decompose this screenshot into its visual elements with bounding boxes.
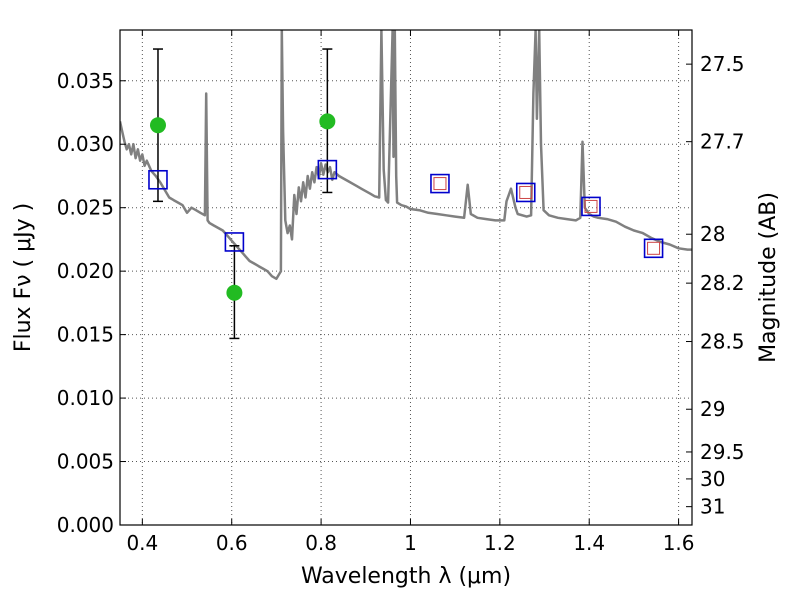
x-axis-label: Wavelength λ (μm) [301,564,511,589]
x-tick-label: 1.6 [663,531,695,555]
y2-tick-label: 28 [700,222,725,246]
y2-tick-label: 30 [700,467,725,491]
plot-layer [120,30,692,340]
model-inner-box [647,241,661,255]
y-tick-label: 0.020 [57,259,114,283]
y-tick-label: 0.025 [57,196,114,220]
model-inner-box [584,199,598,213]
model-box [430,173,450,194]
observed-point [149,117,166,134]
y2-tick-label: 28.5 [700,330,745,354]
y-tick-label: 0.010 [57,386,114,410]
y2-tick-label: 27.7 [700,130,745,154]
y2-axis-label: Magnitude (AB) [756,192,781,363]
model-box [317,159,338,180]
observed-point [226,284,243,301]
model-box [515,182,536,203]
x-tick-label: 0.4 [126,531,158,555]
x-tick-label: 0.8 [305,531,337,555]
plot-frame [119,29,693,526]
x-tick-label: 1 [404,531,417,555]
y2-tick-label: 27.5 [700,52,745,76]
y2-tick-label: 29 [700,397,725,421]
observed-point [319,113,336,130]
model-inner-box [433,177,447,191]
tick-layer: 0.4 0.6 0.8 1 1.2 1.4 1.6 0.000 0.005 0.010 0.015 0… [57,30,745,555]
x-tick-label: 0.6 [216,531,248,555]
y-tick-label: 0.015 [57,323,114,347]
model-box [224,232,245,252]
x-tick-label: 1.2 [484,531,516,555]
y2-tick-label: 31 [700,495,725,519]
model-box [643,238,664,259]
model-box [581,196,601,217]
y-tick-label: 0.035 [57,69,114,93]
y-tick-label: 0.005 [57,450,114,474]
spectrum-line [120,30,692,281]
y-tick-label: 0.000 [57,513,114,537]
model-box [148,169,168,190]
x-tick-label: 1.4 [573,531,605,555]
y-axis-label: Flux Fν ( μJy ) [11,203,36,352]
y2-tick-label: 28.2 [700,271,745,295]
model-inner-box [519,185,533,199]
y-tick-label: 0.030 [57,132,114,156]
y2-tick-label: 29.5 [700,440,745,464]
